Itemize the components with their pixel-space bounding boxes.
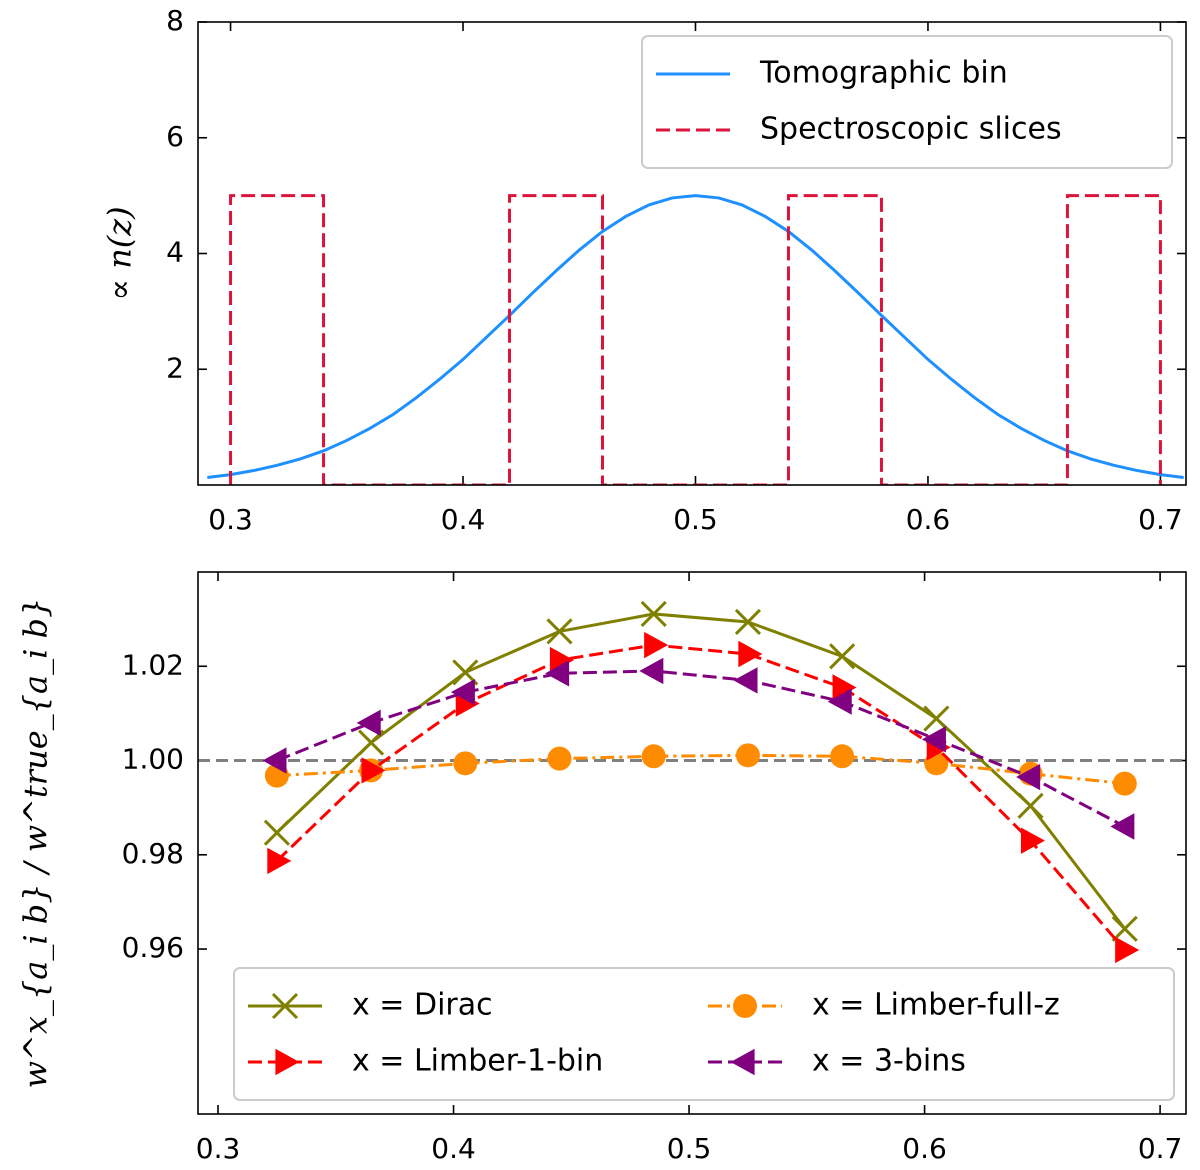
x-tick-label: 0.3 bbox=[196, 1132, 241, 1165]
axes-frame bbox=[197, 21, 1187, 486]
marker bbox=[263, 819, 290, 846]
x-tick-label: 0.6 bbox=[906, 503, 951, 536]
y-tick-label: 0.98 bbox=[122, 837, 184, 870]
marker bbox=[262, 747, 287, 774]
marker bbox=[832, 674, 857, 701]
x-tick-label: 0.5 bbox=[667, 1132, 712, 1165]
marker bbox=[733, 667, 758, 694]
y-tick-label: 4 bbox=[166, 236, 184, 269]
plot-area bbox=[207, 194, 1184, 485]
marker bbox=[361, 757, 386, 784]
y-tick-label: 0.96 bbox=[122, 931, 184, 964]
series-line bbox=[276, 753, 1125, 786]
marker bbox=[734, 608, 761, 636]
marker bbox=[733, 994, 757, 1018]
legend-label: x = 3-bins bbox=[812, 1044, 966, 1079]
legend-box bbox=[641, 35, 1173, 169]
marker bbox=[640, 600, 667, 628]
legend-label: x = Dirac bbox=[352, 988, 493, 1023]
plot-area bbox=[198, 600, 1186, 964]
legend-label: x = Limber-full-z bbox=[812, 988, 1060, 1023]
x-tick-label: 0.4 bbox=[431, 1132, 476, 1165]
legend-label: Spectroscopic slices bbox=[760, 112, 1062, 147]
marker bbox=[921, 726, 946, 753]
marker bbox=[827, 688, 852, 715]
x-tick-label: 0.7 bbox=[1138, 1132, 1183, 1165]
marker bbox=[547, 746, 572, 771]
x-tick-label: 0.7 bbox=[1138, 503, 1183, 536]
series-line bbox=[229, 194, 1162, 485]
x-tick-label: 0.6 bbox=[902, 1132, 947, 1165]
marker bbox=[546, 618, 573, 645]
marker bbox=[830, 744, 855, 769]
marker bbox=[1111, 915, 1138, 942]
marker bbox=[923, 705, 950, 732]
marker bbox=[271, 992, 299, 1020]
x-tick-label: 0.4 bbox=[441, 503, 486, 536]
marker bbox=[644, 631, 669, 659]
marker bbox=[549, 646, 574, 674]
legend-label: x = Limber-1-bin bbox=[352, 1044, 603, 1079]
marker bbox=[1112, 771, 1137, 796]
y-tick-label: 1.00 bbox=[122, 743, 184, 776]
marker bbox=[1115, 936, 1140, 964]
x-tick-label: 0.5 bbox=[673, 503, 718, 536]
y-tick-label: 1.02 bbox=[122, 648, 184, 681]
legend-box bbox=[233, 967, 1175, 1101]
marker bbox=[1020, 827, 1045, 854]
y-tick-label: 2 bbox=[166, 351, 184, 384]
marker bbox=[641, 744, 666, 769]
marker bbox=[738, 640, 763, 668]
x-tick-label: 0.3 bbox=[208, 503, 253, 536]
series-line bbox=[275, 643, 1126, 951]
marker bbox=[1016, 763, 1041, 791]
y-tick-label: 8 bbox=[166, 4, 184, 37]
marker bbox=[356, 709, 381, 737]
y-axis-label: ∝ n(z) bbox=[101, 206, 139, 300]
marker bbox=[267, 847, 292, 875]
marker bbox=[450, 678, 475, 706]
y-tick-label: 6 bbox=[166, 120, 184, 153]
axes-frame bbox=[197, 571, 1187, 1115]
marker bbox=[639, 657, 664, 685]
marker bbox=[730, 1048, 755, 1076]
marker bbox=[453, 751, 478, 776]
series-line bbox=[276, 669, 1126, 828]
legend-label: Tomographic bin bbox=[759, 56, 1008, 91]
series-line bbox=[207, 194, 1184, 479]
marker bbox=[1110, 813, 1135, 840]
marker bbox=[275, 1048, 300, 1076]
marker bbox=[545, 660, 570, 687]
marker bbox=[829, 643, 856, 670]
marker bbox=[1017, 792, 1044, 819]
y-axis-label: w^x_{a_i b} / w^true_{a_i b} bbox=[17, 598, 55, 1089]
marker bbox=[735, 743, 760, 768]
